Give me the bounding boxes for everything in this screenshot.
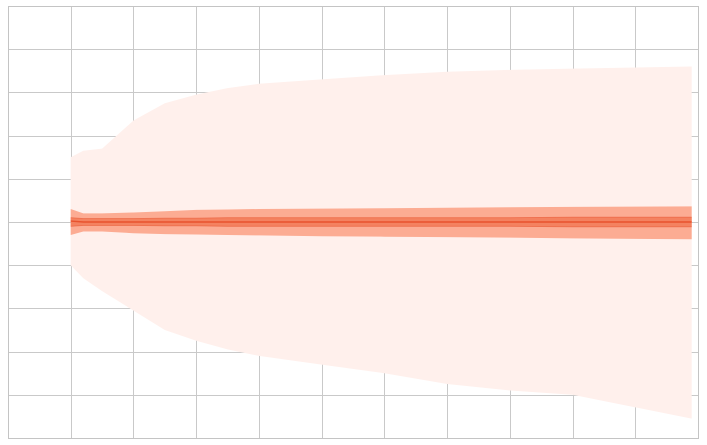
- plot-frame: [8, 6, 699, 439]
- band-outer: [70, 66, 692, 419]
- inner-band-lower-edge: [70, 225, 692, 228]
- center-lines: [70, 216, 692, 228]
- bands: [70, 66, 692, 419]
- inner-band-upper-edge: [70, 216, 692, 219]
- median-line: [70, 220, 692, 223]
